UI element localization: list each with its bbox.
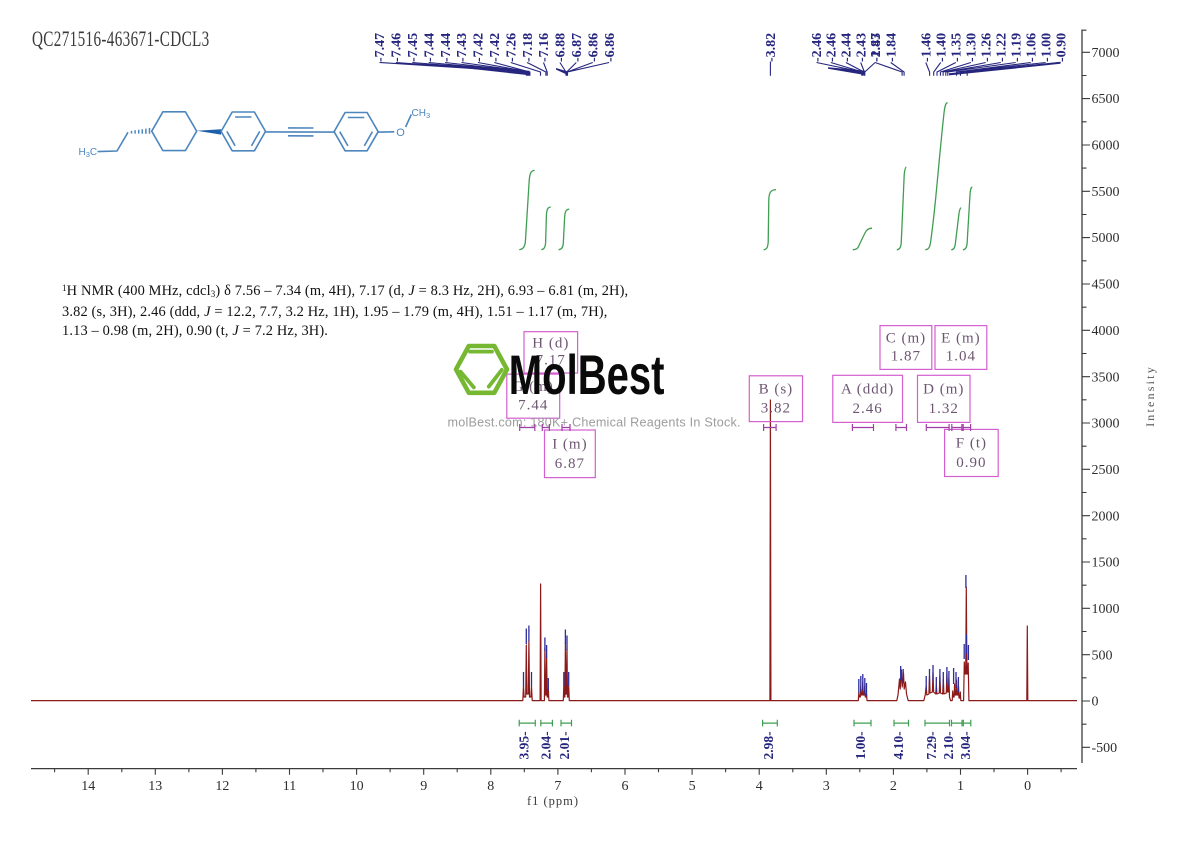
svg-text:6000: 6000 (1092, 139, 1120, 154)
svg-text:-1.87: -1.87 (869, 33, 884, 62)
svg-text:4.10-: 4.10- (891, 731, 906, 759)
svg-text:7: 7 (554, 779, 561, 794)
svg-text:-2.43: -2.43 (854, 33, 869, 62)
svg-text:E (m): E (m) (941, 331, 981, 347)
svg-text:2000: 2000 (1092, 509, 1120, 524)
svg-text:2.04-: 2.04- (539, 731, 554, 759)
svg-text:14: 14 (81, 779, 95, 794)
svg-text:4: 4 (756, 779, 763, 794)
svg-text:C (m): C (m) (886, 331, 926, 347)
svg-text:-1.30: -1.30 (965, 33, 980, 62)
svg-text:-7.42: -7.42 (472, 33, 487, 62)
svg-text:1.87: 1.87 (891, 349, 921, 365)
svg-text:1.00-: 1.00- (853, 731, 868, 759)
svg-text:3500: 3500 (1092, 370, 1120, 385)
svg-text:7.29-: 7.29- (924, 731, 939, 759)
svg-text:-1.06: -1.06 (1025, 33, 1040, 62)
svg-text:1500: 1500 (1092, 556, 1120, 571)
svg-text:13: 13 (148, 779, 162, 794)
svg-text:0: 0 (1092, 695, 1099, 710)
svg-text:6: 6 (622, 779, 629, 794)
svg-text:-1.19: -1.19 (1009, 33, 1024, 62)
svg-text:-1.40: -1.40 (934, 33, 949, 62)
svg-text:MolBest: MolBest (509, 345, 665, 407)
svg-text:3: 3 (823, 779, 830, 794)
svg-text:-2.43: -2.43 (869, 33, 884, 62)
svg-text:6.87: 6.87 (555, 456, 585, 472)
svg-text:-500: -500 (1092, 741, 1118, 756)
svg-text:3.04-: 3.04- (958, 731, 973, 759)
svg-text:0.90: 0.90 (956, 455, 986, 471)
svg-text:9: 9 (420, 779, 427, 794)
svg-text:f1 (ppm): f1 (ppm) (527, 794, 579, 808)
svg-text:molBest.com: 180K+ Chemical Re: molBest.com: 180K+ Chemical Reagents In … (448, 416, 741, 430)
svg-text:10: 10 (350, 779, 364, 794)
svg-text:-1.84: -1.84 (884, 33, 899, 62)
svg-text:-3.82: -3.82 (764, 33, 779, 62)
svg-text:12: 12 (215, 779, 229, 794)
svg-text:0: 0 (1024, 779, 1031, 794)
svg-text:-7.18: -7.18 (521, 33, 536, 62)
svg-text:1.32: 1.32 (929, 401, 959, 417)
svg-text:-1.22: -1.22 (995, 33, 1010, 62)
svg-text:-1.46: -1.46 (920, 33, 935, 62)
svg-text:2: 2 (890, 779, 897, 794)
svg-text:-1.00: -1.00 (1039, 33, 1054, 62)
svg-text:3.95-: 3.95- (517, 731, 532, 759)
svg-text:7.44: 7.44 (518, 397, 548, 413)
svg-text:5500: 5500 (1092, 185, 1120, 200)
svg-text:A (ddd): A (ddd) (841, 381, 894, 397)
svg-text:O: O (396, 127, 405, 139)
svg-text:Intensity: Intensity (1143, 365, 1157, 427)
svg-text:2.46: 2.46 (852, 401, 882, 417)
svg-text:-1.35: -1.35 (950, 33, 965, 62)
svg-text:4000: 4000 (1092, 324, 1120, 339)
svg-text:-7.44: -7.44 (422, 33, 437, 62)
svg-text:-2.46: -2.46 (825, 33, 840, 62)
svg-text:-7.42: -7.42 (488, 33, 503, 62)
svg-text:-7.16: -7.16 (537, 33, 552, 62)
svg-text:-7.43: -7.43 (455, 33, 470, 62)
svg-text:1: 1 (957, 779, 964, 794)
svg-text:-2.44: -2.44 (840, 33, 855, 62)
svg-text:4500: 4500 (1092, 278, 1120, 293)
svg-text:-1.26: -1.26 (979, 33, 994, 62)
svg-text:8: 8 (487, 779, 494, 794)
svg-text:500: 500 (1092, 648, 1113, 663)
svg-text:2500: 2500 (1092, 463, 1120, 478)
svg-text:B (s): B (s) (759, 381, 794, 397)
svg-text:7000: 7000 (1092, 46, 1120, 61)
svg-text:6500: 6500 (1092, 92, 1120, 107)
svg-text:-7.47: -7.47 (373, 33, 388, 62)
svg-text:-7.46: -7.46 (390, 33, 405, 62)
svg-text:3000: 3000 (1092, 417, 1120, 432)
svg-text:H3C: H3C (79, 147, 98, 159)
svg-text:I (m): I (m) (552, 436, 587, 452)
svg-text:-0.90: -0.90 (1054, 33, 1069, 62)
svg-text:-6.87: -6.87 (570, 33, 585, 62)
svg-text:2.10-: 2.10- (941, 731, 956, 759)
svg-text:2.01-: 2.01- (557, 731, 572, 759)
svg-text:D (m): D (m) (923, 381, 964, 397)
svg-text:2.98-: 2.98- (761, 731, 776, 759)
svg-text:-7.44: -7.44 (439, 33, 454, 62)
svg-text:H (d): H (d) (532, 336, 569, 352)
svg-text:-6.88: -6.88 (554, 33, 569, 62)
svg-text:11: 11 (283, 779, 296, 794)
svg-text:1000: 1000 (1092, 602, 1120, 617)
svg-text:G (m): G (m) (513, 379, 554, 395)
svg-text:CH3: CH3 (412, 108, 431, 120)
svg-text:-6.86: -6.86 (586, 33, 601, 62)
svg-text:-7.26: -7.26 (504, 33, 519, 62)
svg-text:-2.46: -2.46 (810, 33, 825, 62)
svg-text:-6.86: -6.86 (603, 33, 618, 62)
svg-text:3.82: 3.82 (761, 400, 791, 416)
svg-text:7.17: 7.17 (536, 353, 566, 369)
svg-text:5: 5 (689, 779, 696, 794)
svg-text:5000: 5000 (1092, 231, 1120, 246)
svg-text:1.04: 1.04 (946, 349, 976, 365)
svg-text:-7.45: -7.45 (406, 33, 421, 62)
svg-text:F (t): F (t) (956, 436, 987, 452)
